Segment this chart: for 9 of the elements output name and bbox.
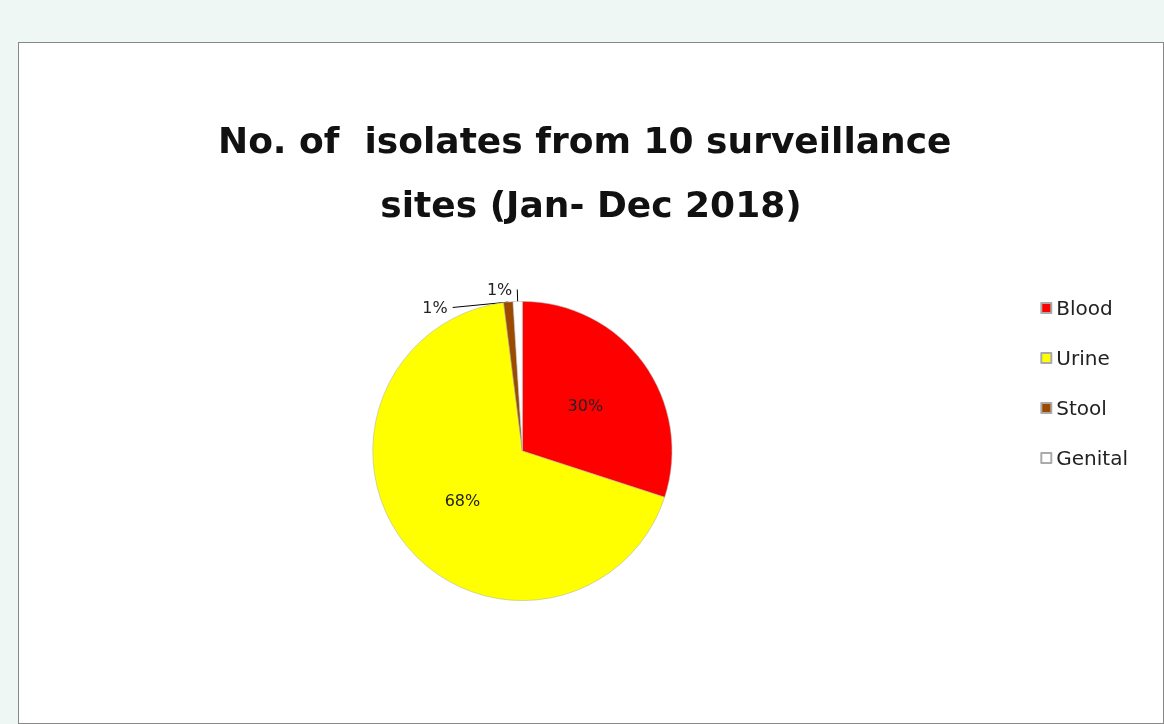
data-label: 68% [444, 491, 481, 511]
legend-label: Genital [1056, 446, 1129, 470]
legend-label: Stool [1056, 396, 1107, 420]
data-label: 30% [567, 395, 604, 415]
legend-label: Blood [1056, 296, 1113, 320]
legend-label: Urine [1056, 346, 1110, 370]
data-label: 1% [422, 297, 448, 317]
chart-title: No. of isolates from 10 surveillance sites (Jan- Dec 2018) [218, 119, 964, 225]
data-label: 1% [486, 279, 513, 299]
